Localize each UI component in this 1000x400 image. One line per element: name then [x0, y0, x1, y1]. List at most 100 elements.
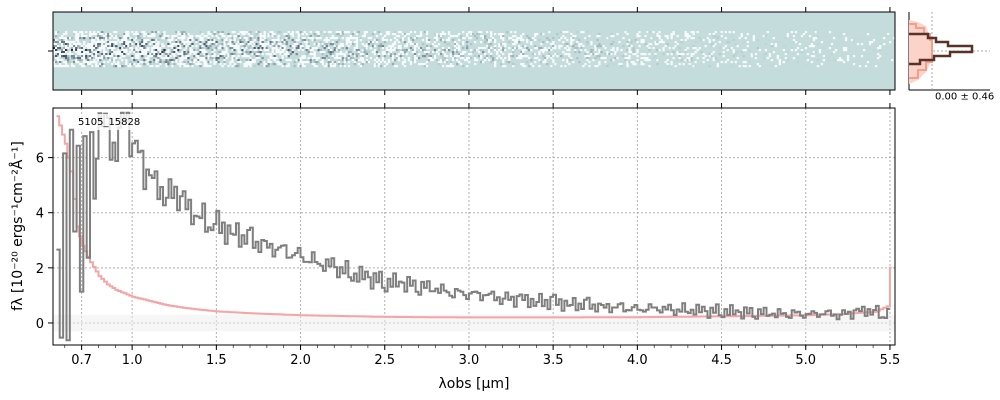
heatmap-cell — [225, 37, 228, 40]
heatmap-cell — [834, 59, 838, 62]
heatmap-cell — [213, 31, 216, 34]
heatmap-cell — [237, 35, 240, 38]
heatmap-cell — [175, 41, 178, 44]
heatmap-cell — [401, 51, 405, 54]
heatmap-cell — [574, 47, 577, 50]
heatmap-cell — [586, 43, 589, 46]
heatmap-cell — [295, 65, 298, 68]
heatmap-cell — [151, 33, 154, 36]
heatmap-cell — [776, 57, 779, 60]
heatmap-cell — [662, 49, 665, 52]
heatmap-cell — [626, 33, 629, 36]
heatmap-cell — [197, 57, 200, 60]
heatmap-cell — [594, 57, 597, 60]
heatmap-cell — [65, 57, 68, 60]
heatmap-cell — [441, 51, 445, 54]
heatmap-cell — [804, 45, 808, 48]
heatmap-cell — [423, 51, 427, 54]
heatmap-cell — [309, 61, 312, 64]
heatmap-cell — [702, 55, 705, 58]
heatmap-cell — [401, 53, 405, 56]
heatmap-cell — [151, 41, 154, 44]
heatmap-cell — [283, 45, 286, 48]
heatmap-cell — [586, 59, 589, 62]
heatmap-cell — [431, 51, 435, 54]
heatmap-cell — [313, 59, 316, 62]
heatmap-cell — [445, 65, 449, 68]
heatmap-cell — [201, 39, 204, 42]
heatmap-cell — [247, 41, 250, 44]
heatmap-cell — [574, 51, 577, 54]
heatmap-cell — [638, 45, 641, 48]
heatmap-cell — [744, 49, 747, 52]
heatmap-cell — [437, 53, 441, 56]
heatmap-cell — [105, 33, 108, 36]
heatmap-cell — [490, 55, 493, 58]
heatmap-cell — [273, 47, 276, 50]
heatmap-cell — [520, 37, 523, 40]
heatmap-cell — [247, 63, 250, 66]
heatmap-cell — [355, 59, 358, 62]
heatmap-cell — [828, 59, 832, 62]
heatmap-cell — [99, 35, 102, 38]
heatmap-cell — [253, 39, 256, 42]
heatmap-cell — [439, 39, 443, 42]
heatmap-cell — [111, 51, 114, 54]
heatmap-cell — [337, 61, 340, 64]
heatmap-cell — [846, 55, 850, 58]
heatmap-cell — [658, 59, 661, 62]
heatmap-cell — [488, 39, 491, 42]
heatmap-cell — [61, 45, 64, 48]
heatmap-cell — [875, 49, 878, 52]
heatmap-cell — [59, 61, 62, 64]
heatmap-cell — [566, 33, 569, 36]
heatmap-cell — [504, 45, 507, 48]
heatmap-cell — [494, 39, 497, 42]
heatmap-cell — [307, 51, 310, 54]
heatmap-cell — [309, 31, 312, 34]
heatmap-cell — [323, 43, 326, 46]
heatmap-cell — [716, 65, 719, 68]
heatmap-cell — [363, 61, 366, 64]
heatmap-cell — [445, 49, 449, 52]
heatmap-cell — [714, 35, 717, 38]
heatmap-cell — [145, 57, 148, 60]
heatmap-cell — [373, 63, 377, 66]
heatmap-cell — [181, 39, 184, 42]
heatmap-cell — [89, 31, 92, 34]
heatmap-cell — [393, 49, 397, 52]
heatmap-cell — [151, 53, 154, 56]
heatmap-cell — [171, 47, 174, 50]
heatmap-cell — [121, 65, 124, 68]
heatmap-cell — [383, 55, 387, 58]
heatmap-cell — [97, 59, 100, 62]
heatmap-cell — [361, 61, 364, 64]
x-tick-label-10: 5.5 — [880, 353, 901, 368]
heatmap-cell — [335, 33, 338, 36]
heatmap-cell — [217, 57, 220, 60]
heatmap-cell — [441, 47, 445, 50]
heatmap-cell — [562, 35, 565, 38]
heatmap-cell — [429, 57, 433, 60]
heatmap-cell — [387, 31, 391, 34]
heatmap-cell — [879, 47, 882, 50]
heatmap-cell — [708, 33, 711, 36]
heatmap-cell — [339, 57, 342, 60]
heatmap-cell — [261, 41, 264, 44]
heatmap-cell — [395, 35, 399, 38]
heatmap-cell — [810, 55, 814, 58]
heatmap-cell — [137, 37, 140, 40]
heatmap-cell — [353, 41, 356, 44]
heatmap-cell — [830, 53, 834, 56]
heatmap-cell — [275, 49, 278, 52]
heatmap-cell — [409, 63, 413, 66]
heatmap-cell — [199, 51, 202, 54]
heatmap-cell — [143, 51, 146, 54]
heatmap-cell — [480, 41, 483, 44]
heatmap-cell — [462, 55, 465, 58]
heatmap-cell — [764, 53, 767, 56]
heatmap-cell — [97, 65, 100, 68]
heatmap-cell — [275, 43, 278, 46]
heatmap-cell — [710, 45, 713, 48]
heatmap-cell — [363, 49, 366, 52]
